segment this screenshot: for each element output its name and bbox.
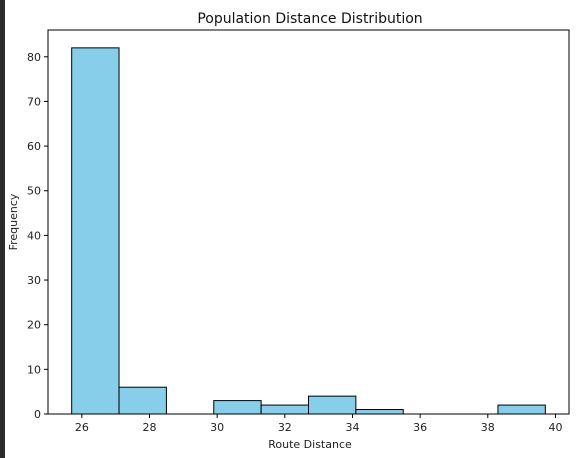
y-tick-label: 0	[34, 408, 41, 421]
y-tick-label: 70	[27, 95, 41, 108]
histogram-bar-1	[118, 386, 167, 415]
x-tick-label: 30	[210, 421, 224, 434]
x-ticks-group: 26 28 30 32 34 36 38 40	[75, 414, 562, 434]
x-axis-label: Route Distance	[268, 438, 352, 451]
histogram-bar-4	[260, 404, 309, 415]
x-tick-label: 34	[345, 421, 359, 434]
histogram-bar-6	[355, 409, 404, 415]
x-tick-label: 32	[278, 421, 292, 434]
histogram-bar-3	[213, 400, 262, 415]
y-tick-label: 30	[27, 274, 41, 287]
bars-group	[71, 47, 546, 415]
y-tick-label: 40	[27, 229, 41, 242]
y-tick-label: 60	[27, 140, 41, 153]
histogram-bar-9	[497, 404, 546, 415]
histogram-chart: Population Distance Distribution 26 28 30 3…	[7, 11, 570, 451]
y-ticks-group: 0 10 20 30 40 50 60 70 80	[27, 51, 48, 421]
x-tick-label: 40	[548, 421, 562, 434]
histogram-bar-5	[308, 395, 357, 415]
y-tick-label: 80	[27, 51, 41, 64]
y-tick-label: 10	[27, 363, 41, 376]
plot-area-border	[47, 29, 570, 415]
chart-title: Population Distance Distribution	[197, 11, 422, 27]
x-tick-label: 38	[481, 421, 495, 434]
y-tick-label: 50	[27, 185, 41, 198]
chart-frame: Population Distance Distribution 26 28 30 3…	[5, 0, 581, 458]
x-tick-label: 28	[142, 421, 156, 434]
y-axis-label: Frequency	[7, 193, 20, 250]
x-tick-label: 36	[413, 421, 427, 434]
x-tick-label: 26	[75, 421, 89, 434]
y-tick-label: 20	[27, 319, 41, 332]
histogram-bar-0	[71, 47, 120, 415]
